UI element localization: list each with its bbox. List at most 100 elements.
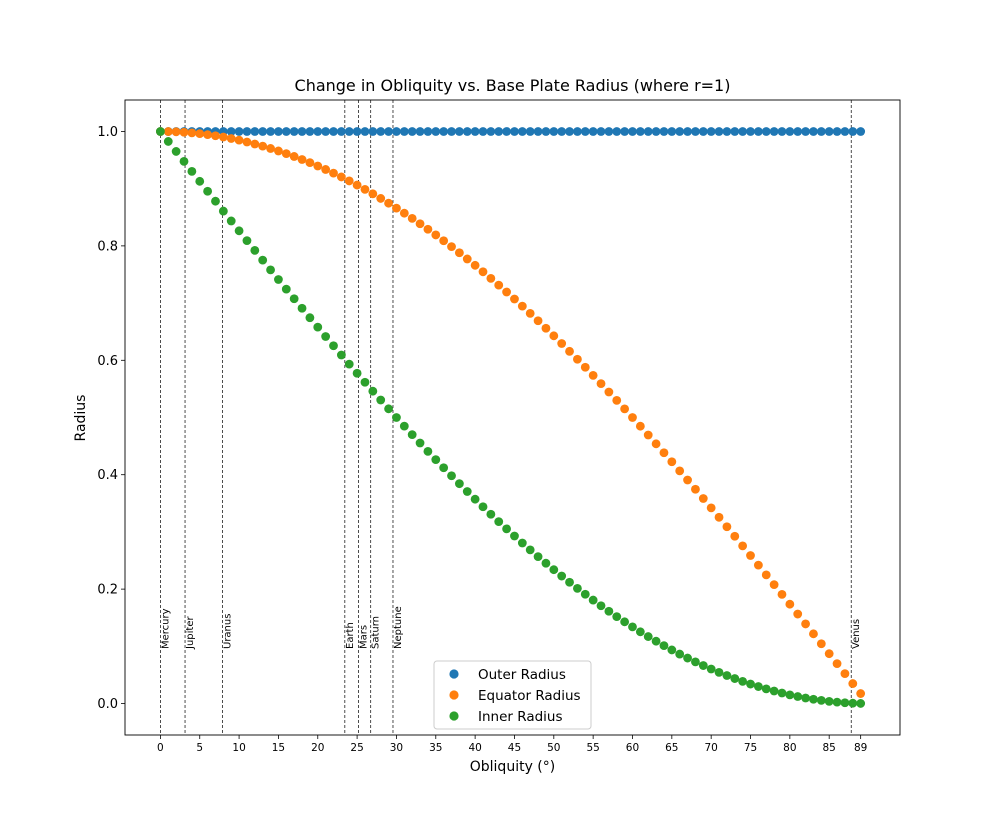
data-point — [211, 131, 220, 141]
data-point — [258, 141, 268, 151]
data-point — [541, 558, 551, 568]
data-point — [439, 127, 449, 136]
data-point — [502, 524, 511, 534]
data-point — [478, 267, 488, 277]
data-point — [691, 127, 700, 136]
x-tick-label: 55 — [586, 742, 599, 754]
data-point — [824, 696, 834, 706]
data-point — [360, 127, 370, 136]
x-tick-label: 30 — [390, 742, 403, 754]
data-point — [407, 213, 417, 223]
data-point — [250, 139, 260, 149]
data-point — [274, 275, 283, 284]
x-tick-label: 0 — [157, 742, 164, 754]
data-point — [525, 127, 535, 136]
data-point — [730, 531, 740, 541]
legend-label: Outer Radius — [478, 667, 566, 683]
data-point — [777, 589, 787, 599]
data-point — [675, 649, 685, 659]
data-point — [565, 127, 574, 136]
data-point — [691, 484, 700, 494]
data-point — [816, 127, 826, 136]
data-point — [612, 127, 622, 136]
data-point — [384, 404, 393, 414]
planet-label-venus: Venus — [851, 619, 862, 649]
data-point — [856, 689, 866, 698]
data-point — [604, 606, 614, 616]
data-point — [384, 127, 393, 136]
x-tick-label: 35 — [429, 742, 442, 754]
data-point — [698, 494, 708, 503]
data-point — [171, 147, 181, 156]
data-point — [274, 127, 283, 136]
data-point — [761, 684, 771, 694]
data-point — [321, 127, 331, 136]
legend-marker — [449, 690, 459, 700]
data-point — [675, 127, 685, 136]
legend-label: Equator Radius — [478, 688, 581, 704]
data-point — [218, 132, 228, 142]
legend-label: Inner Radius — [478, 709, 563, 725]
data-point — [675, 466, 685, 476]
data-point — [769, 686, 779, 696]
planet-label-neptune: Neptune — [393, 606, 404, 649]
data-point — [588, 371, 598, 380]
data-point — [392, 413, 401, 422]
data-point — [573, 127, 582, 136]
data-point — [478, 502, 488, 512]
data-point — [502, 287, 511, 297]
planet-label-earth: Earth — [345, 622, 356, 649]
data-point — [510, 294, 519, 304]
data-point — [761, 127, 771, 136]
data-point — [541, 323, 551, 333]
data-point — [722, 522, 732, 532]
data-point — [470, 127, 480, 136]
data-point — [816, 639, 826, 649]
planet-label-uranus: Uranus — [223, 614, 234, 649]
data-point — [840, 698, 850, 708]
data-point — [266, 144, 275, 153]
data-point — [163, 127, 173, 136]
data-point — [620, 404, 630, 414]
data-point — [454, 248, 464, 258]
data-point — [305, 127, 315, 136]
y-tick-label: 0.0 — [97, 697, 118, 712]
data-point — [596, 379, 606, 389]
data-point — [281, 149, 291, 159]
data-point — [565, 346, 574, 356]
data-point — [596, 127, 606, 136]
data-point — [643, 127, 653, 136]
data-point — [785, 127, 795, 136]
data-point — [832, 127, 842, 136]
data-point — [407, 430, 417, 440]
data-point — [580, 127, 590, 136]
data-point — [250, 246, 260, 255]
data-point — [714, 127, 724, 136]
data-point — [502, 127, 511, 136]
data-point — [761, 570, 771, 580]
data-point — [423, 127, 433, 136]
data-point — [258, 255, 268, 265]
data-point — [510, 531, 519, 541]
data-point — [557, 571, 567, 581]
data-point — [423, 446, 433, 456]
y-tick-label: 0.8 — [97, 239, 118, 254]
data-point — [336, 172, 346, 182]
x-tick-label: 10 — [232, 742, 245, 754]
data-point — [218, 206, 228, 216]
x-tick-label: 85 — [823, 742, 836, 754]
data-point — [289, 294, 299, 304]
data-point — [588, 595, 598, 605]
data-point — [628, 413, 637, 422]
x-tick-label: 45 — [508, 742, 521, 754]
data-point — [549, 331, 559, 341]
x-tick-label: 50 — [547, 742, 560, 754]
data-point — [612, 612, 622, 622]
data-point — [738, 541, 748, 551]
data-point — [211, 196, 220, 206]
data-point — [486, 274, 496, 283]
data-point — [179, 157, 189, 166]
data-point — [769, 580, 779, 589]
data-point — [753, 127, 763, 136]
data-point — [376, 127, 386, 136]
